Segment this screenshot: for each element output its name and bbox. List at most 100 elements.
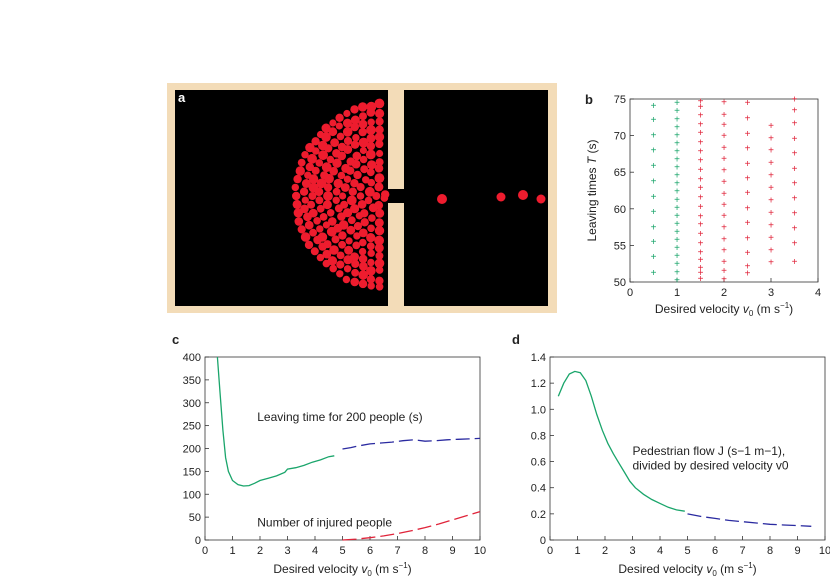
pedestrian [343, 109, 351, 118]
scatter-point: + [792, 95, 798, 106]
scatter-point: + [768, 146, 774, 157]
scatter-point: + [674, 211, 680, 222]
pedestrian [358, 127, 367, 137]
scatter-point: + [698, 174, 704, 185]
scatter-point: + [745, 188, 751, 199]
pedestrian [336, 251, 345, 260]
pedestrian [340, 183, 350, 192]
pedestrian [337, 212, 346, 221]
scatter-point: + [674, 187, 680, 198]
pedestrian [358, 254, 368, 264]
pedestrian [366, 266, 376, 276]
y-tick-label: 50 [189, 512, 201, 524]
pedestrian [321, 162, 332, 173]
scatter-point: + [721, 275, 727, 286]
panel-c-letter: c [172, 332, 180, 347]
pedestrian [307, 153, 317, 164]
pedestrian [343, 265, 352, 273]
scatter-point: + [721, 110, 727, 121]
pedestrian [359, 112, 367, 121]
pedestrian [291, 183, 299, 192]
pedestrian [308, 192, 317, 200]
scatter-point: + [698, 183, 704, 194]
pedestrian [346, 195, 357, 206]
scatter-point: + [721, 234, 727, 245]
pedestrian [350, 105, 359, 114]
scatter-point: + [721, 200, 727, 211]
pedestrian [372, 192, 381, 200]
scatter-point: + [745, 218, 751, 229]
scatter-point: + [674, 114, 680, 125]
pedestrian [356, 183, 365, 192]
pedestrian [358, 228, 368, 238]
pedestrian [350, 277, 359, 287]
pedestrian [366, 233, 376, 243]
pedestrian [375, 158, 384, 167]
scatter-point: + [651, 115, 657, 126]
pedestrian [358, 279, 368, 289]
x-axis-label: Desired velocity v0 (m s−1) [655, 301, 793, 318]
scatter-point: + [745, 204, 751, 215]
scatter-point: + [674, 98, 680, 109]
pedestrian [358, 270, 368, 280]
scatter-point: + [698, 165, 704, 176]
x-tick-label: 7 [739, 545, 745, 557]
pedestrian [367, 160, 377, 170]
pedestrian [313, 235, 322, 245]
scatter-point: + [792, 179, 798, 190]
x-axis-label: Desired velocity v0 (m s−1) [273, 561, 411, 578]
x-tick-label: 6 [712, 545, 718, 557]
panel-b-letter: b [585, 92, 593, 107]
x-tick-label: 1 [674, 287, 680, 299]
scatter-point: + [745, 174, 751, 185]
scatter-point: + [745, 129, 751, 140]
pedestrian [343, 255, 353, 265]
injured-annotation: Number of injured people [257, 515, 392, 529]
pedestrian [375, 251, 384, 260]
pedestrian [366, 242, 375, 251]
scatter-point: + [698, 220, 704, 231]
pedestrian [316, 130, 325, 139]
pedestrian [350, 122, 359, 132]
scatter-point: + [651, 130, 657, 141]
pedestrian [364, 196, 373, 205]
pedestrian [367, 224, 375, 233]
pedestrian [336, 260, 345, 269]
scatter-point: + [651, 223, 657, 234]
pedestrian [316, 225, 324, 233]
pedestrian [342, 275, 351, 284]
scatter-point: + [651, 146, 657, 157]
scatter-series: ++++++++++++ [792, 95, 798, 269]
pedestrian [304, 171, 312, 179]
scatter-point: + [792, 193, 798, 204]
scatter-point: + [698, 274, 704, 285]
scatter-point: + [792, 257, 798, 268]
chart-c: 0 1 2 3 4 5 6 7 8 9 10050100150200250300350400Leav… [183, 352, 486, 578]
pedestrian [374, 98, 385, 109]
scatter-point: + [745, 261, 751, 272]
pedestrian [437, 194, 447, 204]
pedestrian [293, 174, 302, 184]
pedestrian [366, 275, 376, 284]
pedestrian [299, 187, 309, 196]
pedestrian [359, 155, 368, 164]
pedestrian [381, 190, 390, 199]
pedestrian [297, 225, 306, 234]
pedestrian [329, 264, 337, 273]
scatter-point: + [674, 171, 680, 182]
pedestrian [376, 149, 384, 158]
flow-annotation-line1: Pedestrian flow J (s−1 m−1), [633, 444, 786, 458]
pedestrian [297, 158, 306, 167]
x-tick-label: 0 [547, 545, 553, 557]
pedestrian [366, 141, 376, 151]
scatter-point: + [721, 177, 727, 188]
scatter-series: ++++++++++++++++++++++ [698, 97, 704, 285]
pedestrian [368, 203, 378, 213]
x-tick-label: 7 [394, 545, 400, 557]
scatter-point: + [792, 164, 798, 175]
scatter-point: + [768, 208, 774, 219]
pedestrian [375, 108, 385, 119]
scatter-point: + [698, 102, 704, 113]
scatter-point: + [745, 114, 751, 125]
pedestrian [304, 240, 314, 250]
